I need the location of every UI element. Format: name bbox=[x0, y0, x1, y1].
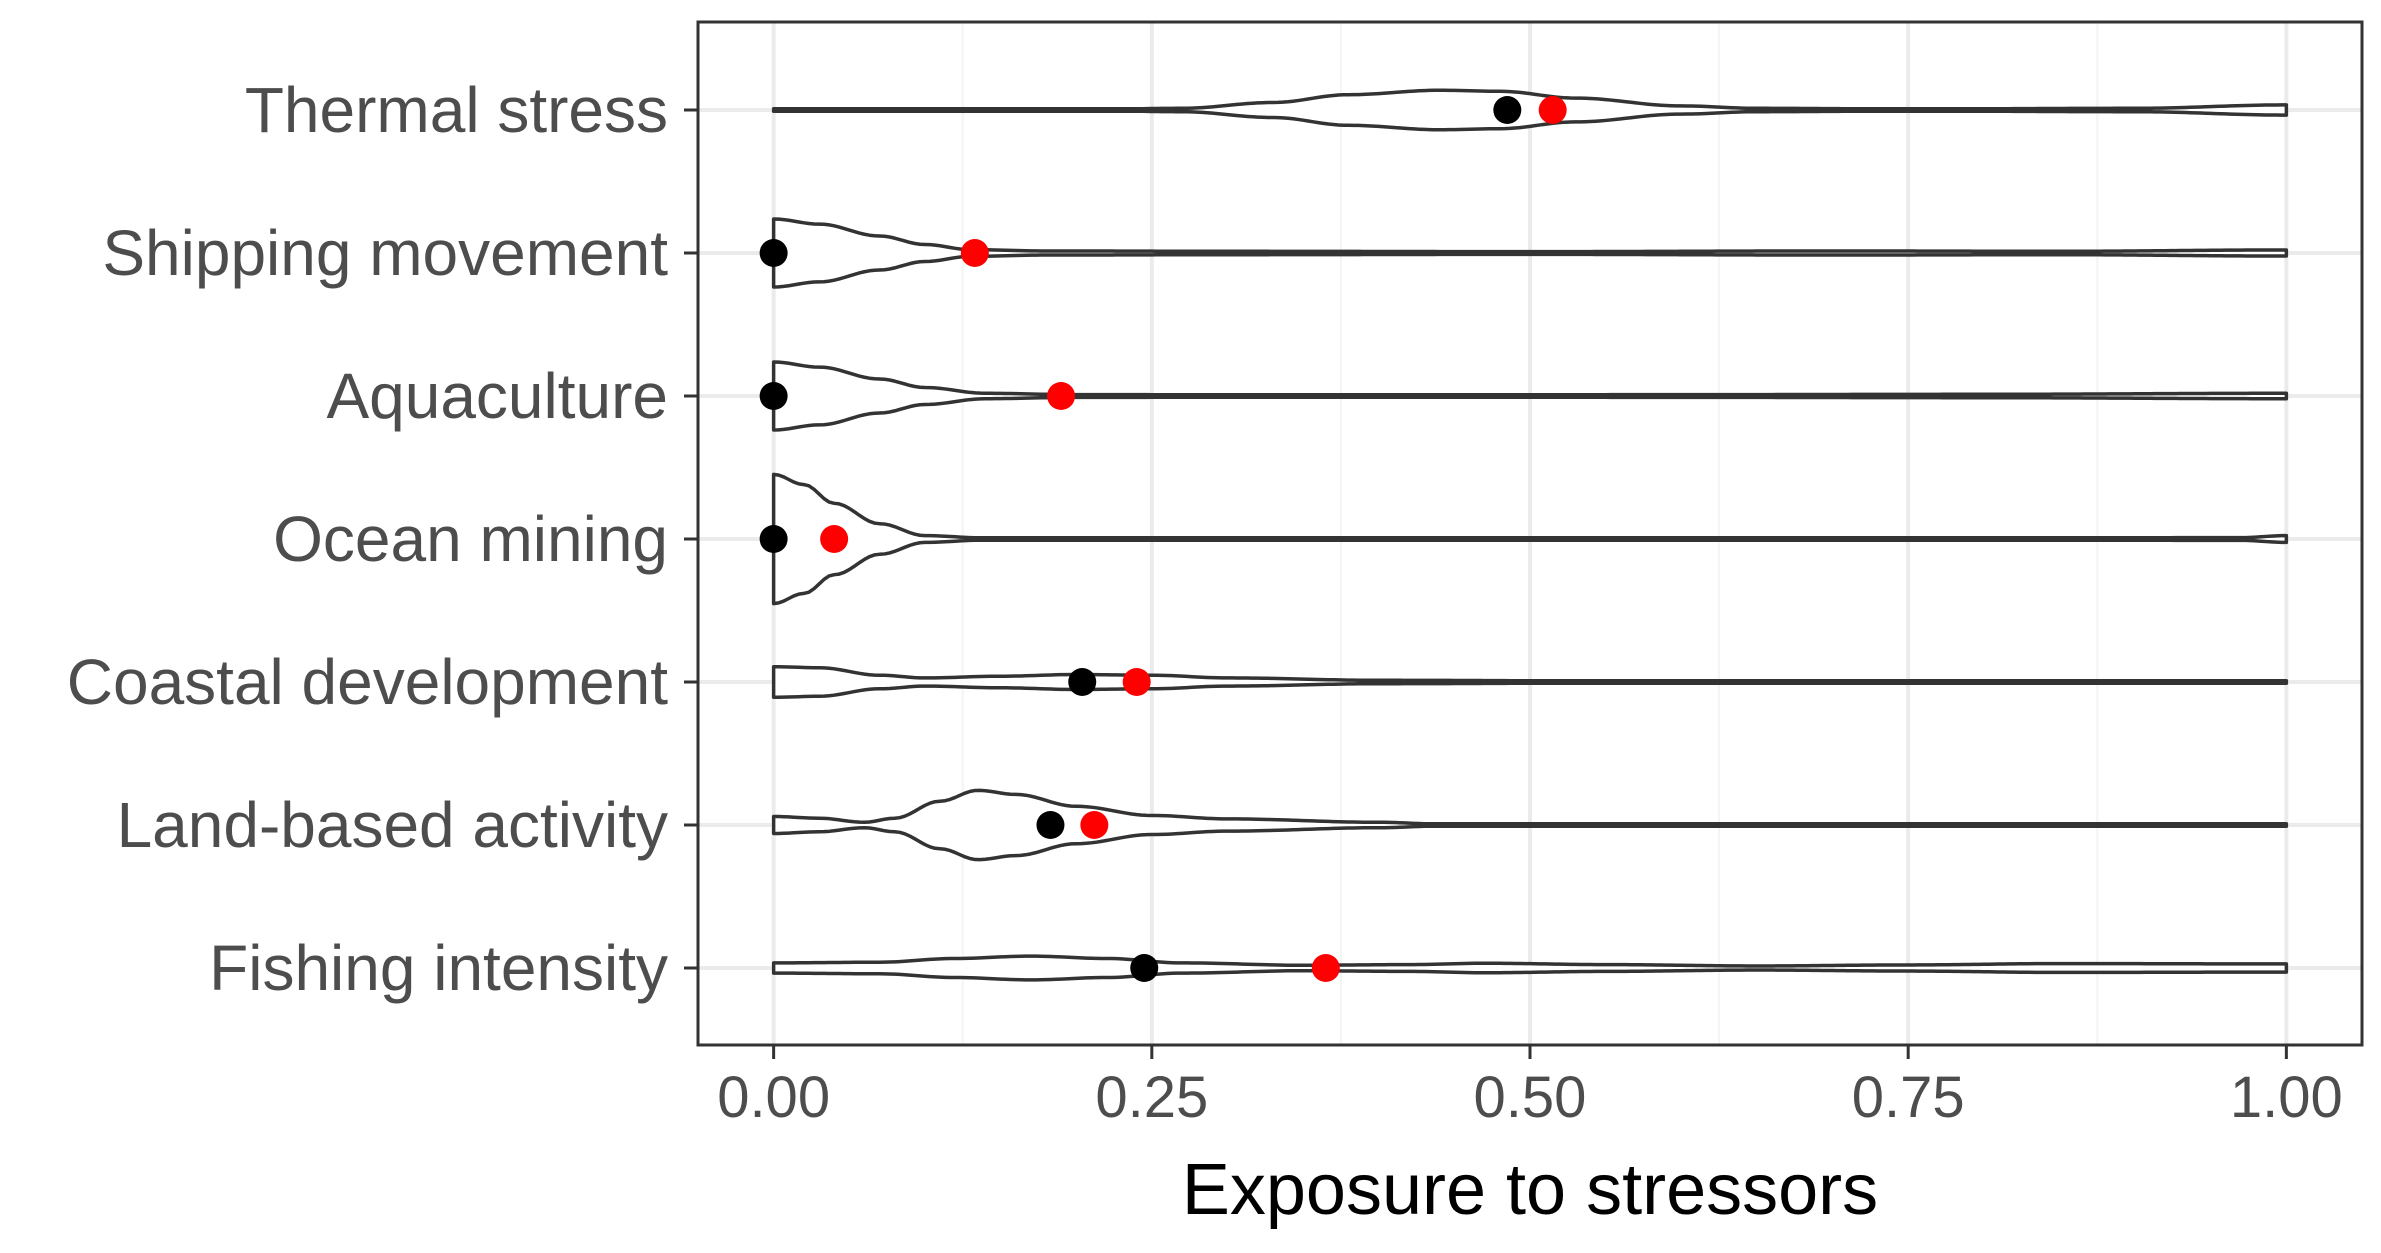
violin-ocean-mining bbox=[771, 472, 2289, 606]
y-tick-label: Shipping movement bbox=[102, 217, 668, 289]
mean-point bbox=[1080, 811, 1109, 839]
mean-point bbox=[960, 239, 989, 267]
median-point bbox=[759, 525, 788, 553]
mean-point bbox=[820, 525, 849, 553]
gridlines bbox=[698, 22, 2362, 1045]
x-tick-label: 0.75 bbox=[1852, 1065, 1965, 1130]
y-tick-label: Fishing intensity bbox=[209, 932, 668, 1004]
summary-points bbox=[759, 96, 1567, 982]
y-tick-label: Ocean mining bbox=[273, 503, 668, 575]
median-point bbox=[759, 239, 788, 267]
mean-point bbox=[1311, 954, 1340, 982]
median-point bbox=[1068, 668, 1097, 696]
y-axis: Thermal stress Shipping movement Aquacultu… bbox=[67, 74, 698, 1004]
violin-shipping-movement bbox=[771, 217, 2289, 289]
violin-thermal-stress bbox=[771, 88, 2289, 132]
y-tick-label: Land-based activity bbox=[117, 789, 668, 861]
median-point bbox=[1493, 96, 1522, 124]
median-point bbox=[759, 382, 788, 410]
violin-aquaculture bbox=[771, 360, 2289, 432]
x-tick-label: 1.00 bbox=[2230, 1065, 2343, 1130]
median-point bbox=[1036, 811, 1065, 839]
y-tick-label: Thermal stress bbox=[245, 74, 668, 146]
x-tick-label: 0.00 bbox=[717, 1065, 830, 1130]
mean-point bbox=[1122, 668, 1151, 696]
y-tick-label: Coastal development bbox=[67, 646, 668, 718]
mean-point bbox=[1538, 96, 1567, 124]
violin-coastal-development bbox=[771, 664, 2289, 700]
mean-point bbox=[1047, 382, 1076, 410]
y-tick-label: Aquaculture bbox=[326, 360, 668, 432]
x-axis-title: Exposure to stressors bbox=[1182, 1150, 1878, 1230]
violin-land-based-activity bbox=[771, 788, 2289, 862]
x-tick-label: 0.50 bbox=[1474, 1065, 1587, 1130]
x-axis: 0.00 0.25 0.50 0.75 1.00 bbox=[717, 1045, 2343, 1130]
median-point bbox=[1130, 954, 1159, 982]
x-tick-label: 0.25 bbox=[1095, 1065, 1208, 1130]
